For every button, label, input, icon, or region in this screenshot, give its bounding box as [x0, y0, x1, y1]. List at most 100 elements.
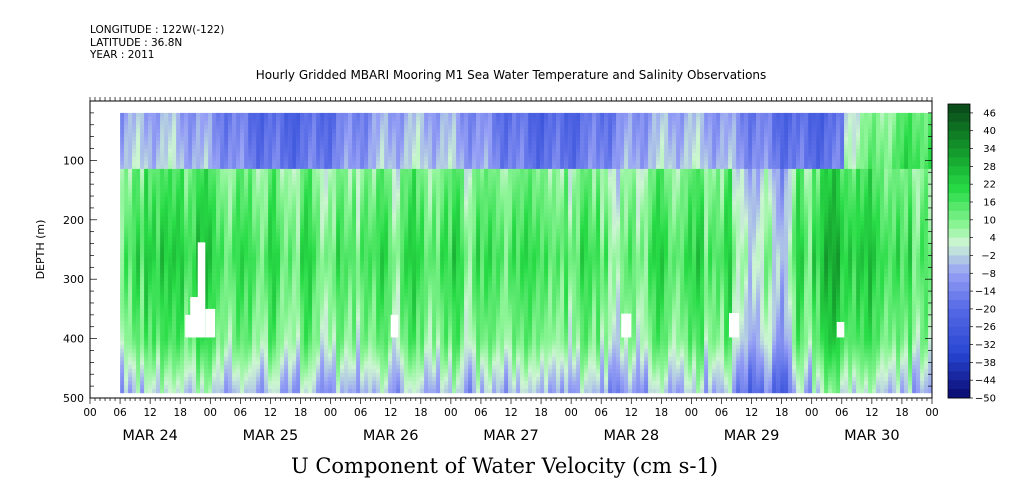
heatmap-cell [176, 188, 181, 194]
heatmap-cell [224, 276, 229, 282]
heatmap-cell [260, 176, 265, 182]
heatmap-cell [280, 224, 285, 230]
heatmap-cell [216, 120, 221, 126]
heatmap-cell [136, 180, 141, 186]
heatmap-cell [156, 172, 161, 178]
heatmap-cell [236, 292, 241, 298]
heatmap-cell [324, 192, 329, 198]
heatmap-cell [392, 356, 397, 362]
heatmap-cell [272, 328, 277, 334]
heatmap-cell [204, 120, 209, 126]
heatmap-cell [140, 192, 145, 198]
heatmap-cell [120, 116, 125, 122]
heatmap-cell [208, 284, 213, 290]
heatmap-cell [172, 300, 177, 306]
heatmap-cell [376, 152, 381, 158]
heatmap-cell [256, 272, 261, 278]
heatmap-cell [332, 296, 337, 302]
heatmap-cell [140, 116, 145, 122]
heatmap-cell [292, 368, 297, 374]
heatmap-cell [292, 204, 297, 210]
heatmap-cell [384, 216, 389, 222]
heatmap-cell [188, 264, 193, 270]
heatmap-cell [268, 276, 273, 282]
heatmap-cell [348, 128, 353, 134]
heatmap-cell [320, 168, 325, 174]
heatmap-cell [272, 272, 277, 278]
heatmap-cell [168, 284, 173, 290]
heatmap-cell [224, 144, 229, 150]
heatmap-cell [320, 252, 325, 258]
heatmap-cell [156, 324, 161, 330]
heatmap-cell [216, 344, 221, 350]
heatmap-cell [276, 248, 281, 254]
heatmap-cell [276, 256, 281, 262]
heatmap-cell [136, 368, 141, 374]
heatmap-cell [372, 172, 377, 178]
heatmap-cell [196, 112, 201, 118]
heatmap-cell [336, 336, 341, 342]
heatmap-cell [272, 196, 277, 202]
heatmap-cell [180, 176, 185, 182]
heatmap-cell [160, 172, 165, 178]
heatmap-cell [240, 232, 245, 238]
heatmap-cell [292, 284, 297, 290]
heatmap-cell [144, 260, 149, 266]
heatmap-cell [184, 224, 189, 230]
heatmap-cell [264, 168, 269, 174]
heatmap-cell [148, 240, 153, 246]
heatmap-cell [168, 336, 173, 342]
heatmap-cell [256, 316, 261, 322]
heatmap-cell [176, 244, 181, 250]
heatmap-cell [256, 244, 261, 250]
heatmap-cell [212, 120, 217, 126]
heatmap-cell [252, 364, 257, 370]
heatmap-cell [244, 264, 249, 270]
heatmap-cell [344, 260, 349, 266]
heatmap-cell [276, 176, 281, 182]
heatmap-cell [372, 344, 377, 350]
heatmap-cell [216, 296, 221, 302]
heatmap-cell [156, 332, 161, 338]
heatmap-cell [240, 336, 245, 342]
heatmap-cell [252, 208, 257, 214]
heatmap-cell [224, 112, 229, 118]
heatmap-cell [188, 272, 193, 278]
heatmap-cell [340, 208, 345, 214]
heatmap-cell [360, 120, 365, 126]
heatmap-cell [344, 132, 349, 138]
heatmap-cell [276, 232, 281, 238]
heatmap-cell [268, 188, 273, 194]
heatmap-cell [264, 128, 269, 134]
heatmap-cell [204, 288, 209, 294]
heatmap-cell [124, 380, 129, 386]
heatmap-cell [308, 284, 313, 290]
heatmap-cell [144, 280, 149, 286]
heatmap-cell [204, 268, 209, 274]
heatmap-cell [160, 352, 165, 358]
heatmap-cell [300, 208, 305, 214]
heatmap-cell [376, 344, 381, 350]
heatmap-cell [328, 220, 333, 226]
heatmap-cell [256, 136, 261, 142]
heatmap-cell [372, 356, 377, 362]
heatmap-cell [256, 264, 261, 270]
heatmap-cell [196, 180, 201, 186]
heatmap-cell [136, 232, 141, 238]
heatmap-cell [212, 172, 217, 178]
heatmap-cell [212, 152, 217, 158]
heatmap-cell [248, 120, 253, 126]
heatmap-cell [164, 184, 169, 190]
heatmap-cell [272, 164, 277, 170]
heatmap-cell [356, 316, 361, 322]
heatmap-cell [400, 320, 405, 326]
heatmap-cell [168, 244, 173, 250]
heatmap-cell [348, 324, 353, 330]
heatmap-cell [128, 372, 133, 378]
heatmap-cell [360, 248, 365, 254]
heatmap-cell [228, 344, 233, 350]
heatmap-cell [204, 228, 209, 234]
heatmap-cell [268, 140, 273, 146]
heatmap-cell [280, 124, 285, 130]
heatmap-cell [228, 244, 233, 250]
